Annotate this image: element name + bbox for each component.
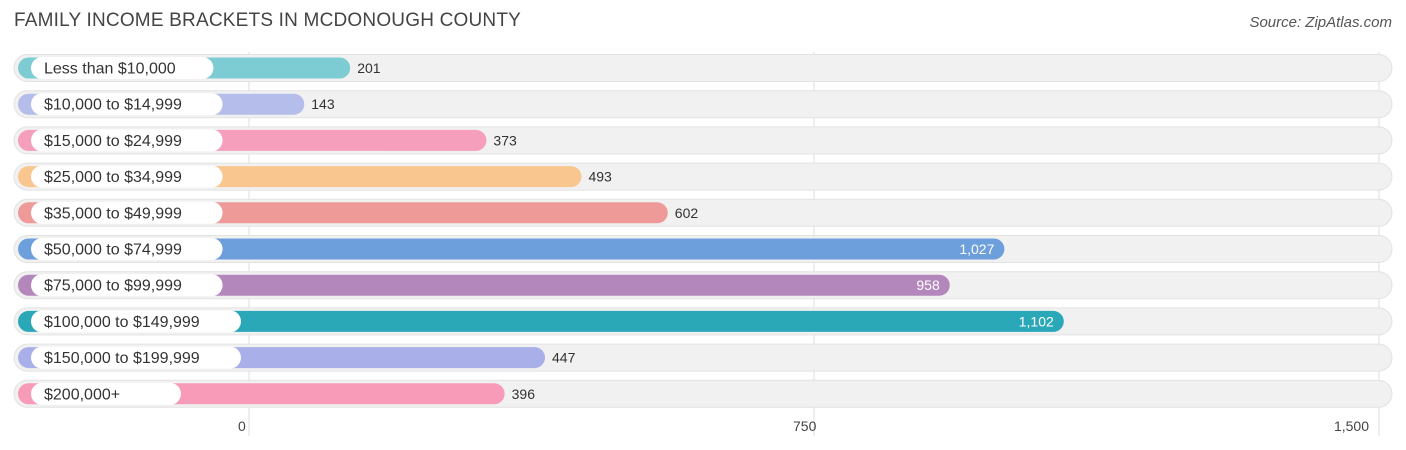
bar xyxy=(18,310,1064,332)
category-label-pill xyxy=(31,382,181,405)
category-label: $10,000 to $14,999 xyxy=(44,97,182,114)
bar xyxy=(18,274,950,296)
category-label-pill xyxy=(31,238,223,260)
category-label-pill xyxy=(31,310,241,333)
category-label: $35,000 to $49,999 xyxy=(44,205,182,222)
category-label-pill xyxy=(31,165,223,188)
value-label: 373 xyxy=(493,132,517,148)
tick-label: 750 xyxy=(793,418,817,434)
bar-row: $10,000 to $14,999 143 xyxy=(13,90,1393,119)
category-label: $200,000+ xyxy=(44,386,120,403)
category-label: $100,000 to $149,999 xyxy=(44,314,200,331)
category-label-pill xyxy=(31,93,223,116)
bar-row: Less than $10,000 201 xyxy=(13,54,1393,82)
bar-track xyxy=(13,90,1393,119)
x-axis: 0 750 1,500 xyxy=(238,418,1369,434)
category-label: $50,000 to $74,999 xyxy=(44,242,182,259)
category-label-pill xyxy=(31,201,223,224)
category-label-pill xyxy=(31,57,214,79)
value-label: 1,102 xyxy=(1019,313,1054,329)
value-label: 143 xyxy=(311,96,335,112)
value-label: 958 xyxy=(916,277,940,293)
category-label-pill xyxy=(31,274,223,297)
bar-row: $75,000 to $99,999 958 xyxy=(13,271,1393,300)
category-label: $15,000 to $24,999 xyxy=(44,133,182,150)
category-label: $75,000 to $99,999 xyxy=(44,278,182,295)
value-label: 201 xyxy=(357,60,381,76)
category-label-pill xyxy=(31,346,241,369)
value-label: 602 xyxy=(675,205,699,221)
category-label-pill xyxy=(31,129,223,152)
bar-row: $50,000 to $74,999 1,027 xyxy=(13,235,1393,263)
tick-label: 0 xyxy=(238,418,246,434)
bar xyxy=(18,238,1005,260)
value-label: 447 xyxy=(552,350,576,366)
value-label: 396 xyxy=(512,386,536,402)
bar-track xyxy=(13,54,1393,82)
value-label: 493 xyxy=(588,169,612,185)
bar-row: $150,000 to $199,999 447 xyxy=(13,343,1393,372)
chart-title: FAMILY INCOME BRACKETS IN MCDONOUGH COUN… xyxy=(14,10,522,31)
source-label: Source: ZipAtlas.com xyxy=(1249,14,1392,31)
bar-row: $35,000 to $49,999 602 xyxy=(13,198,1393,227)
category-label: Less than $10,000 xyxy=(44,61,176,78)
bar-row: $200,000+ 396 xyxy=(13,379,1393,408)
bar-row: $25,000 to $34,999 493 xyxy=(13,162,1393,191)
bar-row: $15,000 to $24,999 373 xyxy=(13,126,1393,155)
tick-label: 1,500 xyxy=(1334,418,1369,434)
category-label: $25,000 to $34,999 xyxy=(44,169,182,186)
category-label: $150,000 to $199,999 xyxy=(44,350,200,367)
value-label: 1,027 xyxy=(959,241,994,257)
bar-row: $100,000 to $149,999 1,102 xyxy=(13,307,1393,336)
